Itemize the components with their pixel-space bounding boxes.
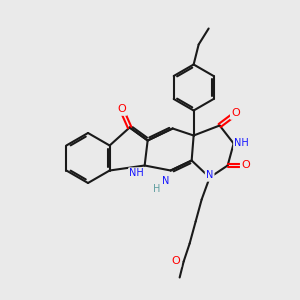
Text: NH: NH [129,169,144,178]
Text: NH: NH [234,139,249,148]
Text: O: O [171,256,180,266]
Text: O: O [231,109,240,118]
Text: N: N [162,176,169,185]
Text: O: O [117,104,126,115]
Text: H: H [153,184,160,194]
Text: N: N [206,170,213,181]
Text: O: O [241,160,250,170]
